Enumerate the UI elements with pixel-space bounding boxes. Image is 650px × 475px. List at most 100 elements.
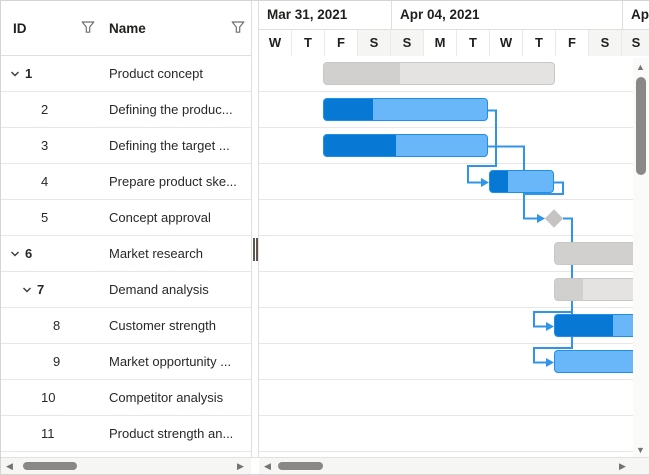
timeline-day-cell: T [457,30,490,56]
scroll-left-icon[interactable]: ◀ [6,461,13,471]
parent-taskbar[interactable] [554,278,635,301]
vertical-scrollbar[interactable]: ▲ ▼ [633,58,649,459]
task-id: 8 [53,318,61,333]
dependency-line [533,217,573,328]
timeline-day-cell: T [292,30,325,56]
parent-taskbar[interactable] [554,242,635,265]
child-taskbar[interactable] [554,314,635,337]
task-name: Defining the produc... [109,102,233,117]
milestone-diamond[interactable] [544,209,564,228]
timeline-day-cell: F [556,30,589,56]
timeline-day-cell: M [424,30,457,56]
timeline-day-cell: S [391,30,424,56]
splitter-grip-icon [256,238,258,261]
id-cell: 6 [1,246,101,261]
table-row[interactable]: 4 Prepare product ske... [1,164,251,200]
id-cell: 7 [1,282,101,297]
column-header-name-label: Name [109,20,146,36]
child-taskbar[interactable] [554,350,635,373]
timeline-week-cell: Mar 31, 2021 [267,7,348,22]
table-row[interactable]: 11 Product strength an... [1,416,251,452]
scroll-right-icon[interactable]: ▶ [237,461,244,471]
dependency-arrow-icon [481,178,489,187]
task-id: 11 [41,426,55,441]
chevron-down-icon[interactable] [9,248,21,260]
child-taskbar[interactable] [323,134,488,157]
task-id: 10 [41,390,56,405]
task-name: Defining the target ... [109,138,230,153]
timeline-week-cell: Apr 04, 2021 [391,1,622,29]
table-row[interactable]: 3 Defining the target ... [1,128,251,164]
table-row[interactable]: 10 Competitor analysis [1,380,251,416]
chart-hscroll-thumb[interactable] [278,462,323,470]
parent-taskbar[interactable] [323,62,555,85]
table-row[interactable]: 5 Concept approval [1,200,251,236]
filter-funnel-icon[interactable] [231,20,245,37]
timeline-day-cell: S [622,30,649,56]
dependency-arrow-icon [537,214,545,223]
scroll-right-icon[interactable]: ▶ [619,461,626,471]
table-row[interactable]: 8 Customer strength [1,308,251,344]
taskbar-progress [555,279,583,300]
horizontal-scrollbar-band: ◀ ▶ ◀ ▶ [1,457,649,474]
task-id: 6 [25,246,33,261]
table-row[interactable]: 9 Market opportunity ... [1,344,251,380]
scroll-left-icon[interactable]: ◀ [264,461,271,471]
chevron-down-icon[interactable] [9,68,21,80]
task-name: Prepare product ske... [109,174,237,189]
column-header-id[interactable]: ID [1,1,101,55]
timeline-day-cell: T [523,30,556,56]
child-taskbar[interactable] [323,98,488,121]
scroll-up-icon[interactable]: ▲ [636,62,645,72]
chart-horizontal-scrollbar[interactable]: ◀ ▶ [259,458,649,474]
taskbar-progress [324,63,400,84]
task-id: 2 [41,102,49,117]
column-header-name[interactable]: Name [101,1,251,55]
table-row[interactable]: 2 Defining the produc... [1,92,251,128]
splitter-handle[interactable] [251,1,259,459]
table-row[interactable]: 1 Product concept [1,56,251,92]
id-cell: 11 [1,426,101,441]
grid-horizontal-scrollbar[interactable]: ◀ ▶ [1,458,251,474]
timeline-day-cell: S [589,30,622,56]
filter-funnel-icon[interactable] [81,20,95,37]
dependency-arrow-icon [546,322,554,331]
scrollband-splitter-gap [251,458,259,474]
id-cell: 10 [1,390,101,405]
table-row[interactable]: 6 Market research [1,236,251,272]
splitter-grip-icon [253,238,255,261]
timeline-week-cell: Apr 11, 2021 [622,1,649,29]
task-name: Product concept [109,66,203,81]
task-name: Market opportunity ... [109,354,232,369]
id-cell: 2 [1,102,101,117]
taskbar-progress [490,171,508,192]
taskbar-progress [324,99,373,120]
grid-hscroll-thumb[interactable] [23,462,77,470]
task-id: 9 [53,354,61,369]
task-name: Product strength an... [109,426,234,441]
taskbar-progress [555,243,635,264]
child-taskbar[interactable] [489,170,554,193]
task-name: Concept approval [109,210,211,225]
task-id: 3 [41,138,49,153]
chevron-down-icon[interactable] [21,284,33,296]
id-cell: 8 [1,318,101,333]
timeline-day-cell: W [259,30,292,56]
id-cell: 5 [1,210,101,225]
task-id: 4 [41,174,49,189]
task-id: 7 [37,282,45,297]
table-row[interactable]: 7 Demand analysis [1,272,251,308]
vertical-scrollbar-thumb[interactable] [636,77,646,175]
task-id: 1 [25,66,33,81]
timeline-day-cell: F [325,30,358,56]
dependency-arrow-icon [546,358,554,367]
task-name: Competitor analysis [109,390,224,405]
task-name: Demand analysis [109,282,209,297]
task-name: Customer strength [109,318,216,333]
scroll-down-icon[interactable]: ▼ [636,445,645,455]
